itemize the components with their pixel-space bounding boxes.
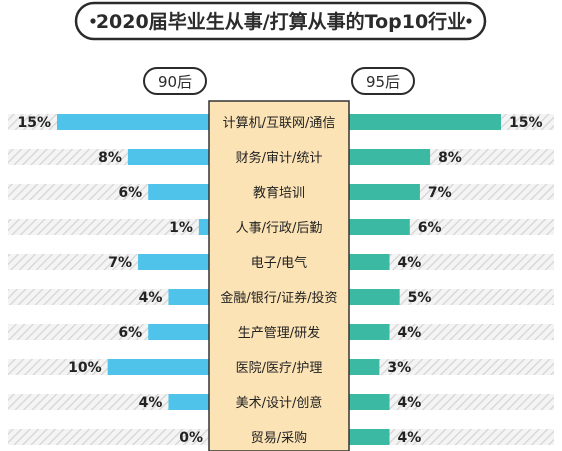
track-left	[8, 219, 209, 235]
bars	[57, 114, 501, 445]
value-label-90: 0%	[179, 430, 203, 446]
category-column	[208, 100, 350, 451]
chart-title: 2020届毕业生从事/打算从事的Top10行业	[74, 1, 487, 41]
track-right	[349, 359, 554, 375]
bar-95	[349, 394, 390, 410]
value-label-95: 4%	[398, 325, 422, 341]
legend-label-90: 90后	[158, 73, 192, 91]
bar-95	[349, 289, 400, 305]
bar-95	[349, 149, 431, 165]
category-label: 贸易/采购	[251, 430, 307, 446]
track-left	[8, 429, 209, 445]
value-label-90: 4%	[139, 290, 163, 306]
bar-95	[349, 359, 380, 375]
bar-90	[107, 359, 209, 375]
title-dot-left	[90, 18, 96, 24]
category-label: 财务/审计/统计	[236, 150, 323, 166]
category-label: 金融/银行/证券/投资	[220, 290, 337, 306]
category-label: 计算机/互联网/通信	[223, 116, 336, 131]
category-label: 人事/行政/后勤	[236, 221, 323, 236]
category-label: 美术/设计/创意	[236, 395, 323, 411]
bar-95	[349, 254, 390, 270]
bar-95	[349, 324, 390, 340]
value-label-90: 6%	[118, 325, 142, 341]
value-label-95: 7%	[428, 185, 452, 201]
chart-title-text: 2020届毕业生从事/打算从事的Top10行业	[96, 10, 466, 33]
value-label-95: 5%	[408, 290, 432, 306]
bar-90	[57, 114, 209, 130]
bar-90	[198, 219, 209, 235]
value-label-95: 8%	[438, 150, 462, 166]
value-label-90: 7%	[108, 255, 132, 271]
category-label: 医院/医疗/护理	[236, 361, 323, 376]
value-label-95: 4%	[398, 430, 422, 446]
category-label: 电子/电气	[251, 255, 307, 271]
value-label-90: 15%	[17, 115, 51, 131]
track-right	[349, 394, 554, 410]
category-label: 生产管理/研发	[238, 325, 320, 341]
value-label-90: 6%	[118, 185, 142, 201]
track-left	[8, 394, 209, 410]
bar-95	[349, 429, 390, 445]
value-label-95: 3%	[387, 360, 411, 376]
track-right	[349, 324, 554, 340]
value-label-95: 15%	[509, 115, 543, 131]
bar-95	[349, 114, 501, 130]
legend-95: 95后	[351, 67, 415, 95]
track-left	[8, 289, 209, 305]
value-label-90: 8%	[98, 150, 122, 166]
bar-90	[138, 254, 209, 270]
value-label-90: 10%	[68, 360, 102, 376]
value-label-95: 4%	[398, 395, 422, 411]
bar-90	[168, 289, 209, 305]
bar-95	[349, 184, 420, 200]
bar-90	[148, 324, 209, 340]
value-label-90: 1%	[169, 220, 193, 236]
bar-90	[127, 149, 209, 165]
track-right	[349, 254, 554, 270]
category-label: 教育培训	[253, 185, 305, 201]
bar-95	[349, 219, 410, 235]
bar-90	[168, 394, 209, 410]
track-right	[349, 429, 554, 445]
bar-90	[148, 184, 209, 200]
track-right	[349, 289, 554, 305]
labels: 15% 15% 计算机/互联网/通信 8% 8% 财务/审计/统计 6% 7% 教育培训 1% 6%…	[17, 115, 542, 446]
title-dot-right	[466, 18, 472, 24]
value-label-90: 4%	[139, 395, 163, 411]
value-label-95: 4%	[398, 255, 422, 271]
value-label-95: 6%	[418, 220, 442, 236]
legend-90: 90后	[143, 67, 207, 95]
legend-label-95: 95后	[366, 73, 400, 91]
